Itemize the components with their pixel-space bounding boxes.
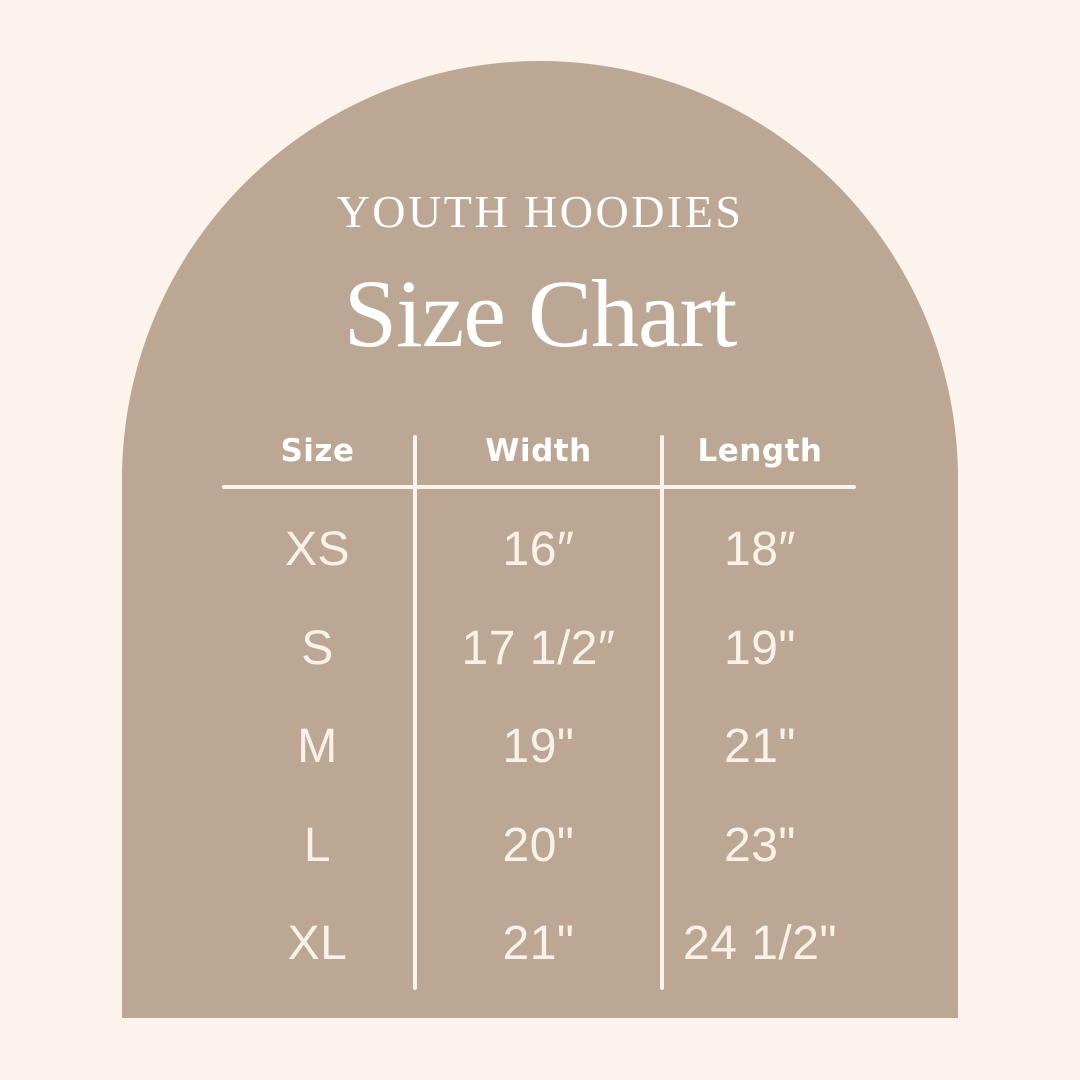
table-row: 21" xyxy=(502,917,575,970)
page-title: Size Chart xyxy=(343,260,738,367)
table-row: 21" xyxy=(724,720,796,773)
table-row: XS xyxy=(284,523,351,576)
table-row: 19" xyxy=(724,622,796,675)
header-divider-horizontal xyxy=(222,485,856,489)
size-chart-table: Size Width Length XS 16″ 18″ S 17 1/2″ 1… xyxy=(222,420,856,995)
table-row: XL xyxy=(287,917,348,970)
table-row: 18″ xyxy=(724,523,796,576)
table-row: S xyxy=(301,622,334,675)
column-divider-size-width xyxy=(413,435,417,990)
table-row: 17 1/2″ xyxy=(461,622,616,675)
table-row: 16″ xyxy=(502,523,575,576)
table-row: 23" xyxy=(724,819,796,872)
eyebrow-title: YOUTH HOODIES xyxy=(336,186,744,237)
table-row: 19" xyxy=(502,720,575,773)
table-row: 24 1/2" xyxy=(683,917,837,970)
column-divider-width-length xyxy=(660,435,664,990)
table-row: 20" xyxy=(502,819,575,872)
table-row: L xyxy=(303,819,332,872)
table-row: M xyxy=(297,720,338,773)
column-header-size: Size xyxy=(280,433,355,469)
arch-background-shape xyxy=(122,61,958,1018)
column-header-length: Length xyxy=(697,433,823,469)
column-header-width: Width xyxy=(485,433,592,469)
